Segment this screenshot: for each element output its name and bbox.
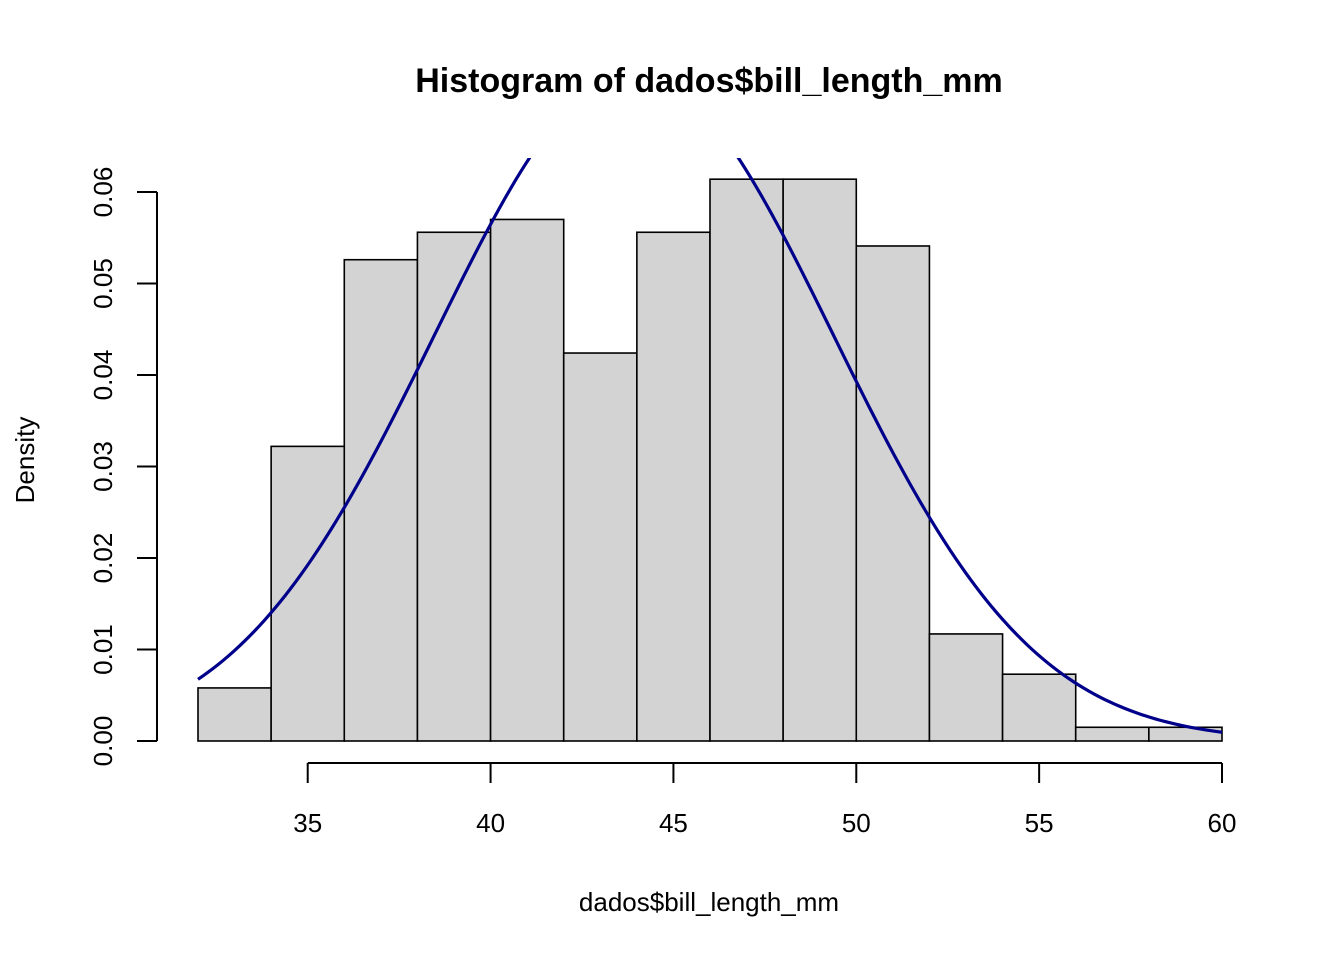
x-axis-label: dados$bill_length_mm	[579, 887, 839, 917]
y-tick-label: 0.04	[88, 350, 118, 401]
x-tick-label: 50	[842, 808, 871, 838]
y-tick-label: 0.01	[88, 624, 118, 675]
histogram-bar	[1001, 673, 1077, 742]
histogram-bar	[855, 245, 931, 742]
histogram-bar	[416, 231, 492, 742]
x-tick-label: 40	[476, 808, 505, 838]
histogram-bar	[782, 178, 858, 742]
histogram-bar	[343, 258, 419, 742]
histogram-bar	[562, 352, 638, 742]
histogram-bar	[489, 218, 565, 742]
y-tick-label: 0.06	[88, 167, 118, 218]
histogram-bar	[1074, 726, 1150, 742]
y-tick-label: 0.05	[88, 258, 118, 309]
histogram-bar	[197, 687, 272, 742]
normal-density-curve	[197, 158, 1223, 734]
y-tick-label: 0.03	[88, 441, 118, 492]
bars-group	[197, 178, 1223, 742]
histogram-bar	[636, 231, 711, 742]
y-axis-label: Density	[10, 417, 40, 504]
histogram-bar	[928, 633, 1004, 742]
x-tick-label: 35	[293, 808, 322, 838]
density-curve-group	[197, 158, 1223, 734]
x-tick-label: 45	[659, 808, 688, 838]
x-tick-label: 55	[1025, 808, 1054, 838]
y-tick-label: 0.02	[88, 533, 118, 584]
chart-title: Histogram of dados$bill_length_mm	[415, 62, 1003, 100]
x-axis: 35 40 45 50 55 60	[293, 762, 1237, 838]
x-tick-label: 60	[1208, 808, 1237, 838]
histogram-bar	[709, 178, 784, 742]
histogram-bar	[270, 445, 346, 742]
y-axis: 0.00 0.01 0.02 0.03 0.04 0.05 0.06	[88, 167, 158, 767]
y-tick-label: 0.00	[88, 716, 118, 767]
